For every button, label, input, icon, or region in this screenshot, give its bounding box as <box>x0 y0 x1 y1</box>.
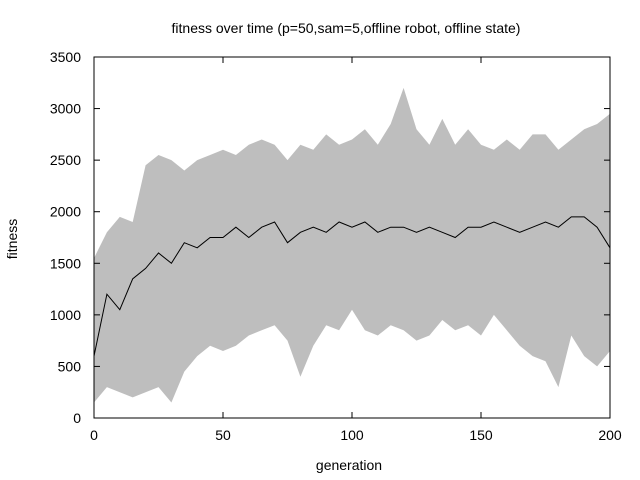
x-tick-label: 100 <box>340 427 364 443</box>
y-tick-label: 0 <box>73 410 81 426</box>
x-tick-label: 200 <box>598 427 622 443</box>
y-tick-label: 2500 <box>50 152 81 168</box>
chart-title: fitness over time (p=50,sam=5,offline ro… <box>172 20 521 36</box>
y-tick-label: 1000 <box>50 307 81 323</box>
x-tick-label: 50 <box>215 427 231 443</box>
y-tick-label: 500 <box>58 358 82 374</box>
y-tick-label: 2000 <box>50 204 81 220</box>
y-tick-label: 1500 <box>50 255 81 271</box>
mean-line <box>93 216 611 357</box>
x-tick-label: 0 <box>90 427 98 443</box>
y-tick-label: 3000 <box>50 101 81 117</box>
plot-area <box>93 87 611 403</box>
range-band <box>94 87 610 403</box>
y-axis-label: fitness <box>4 219 20 259</box>
x-axis-label: generation <box>316 457 382 473</box>
x-tick-label: 150 <box>469 427 493 443</box>
y-tick-label: 3500 <box>50 49 81 65</box>
